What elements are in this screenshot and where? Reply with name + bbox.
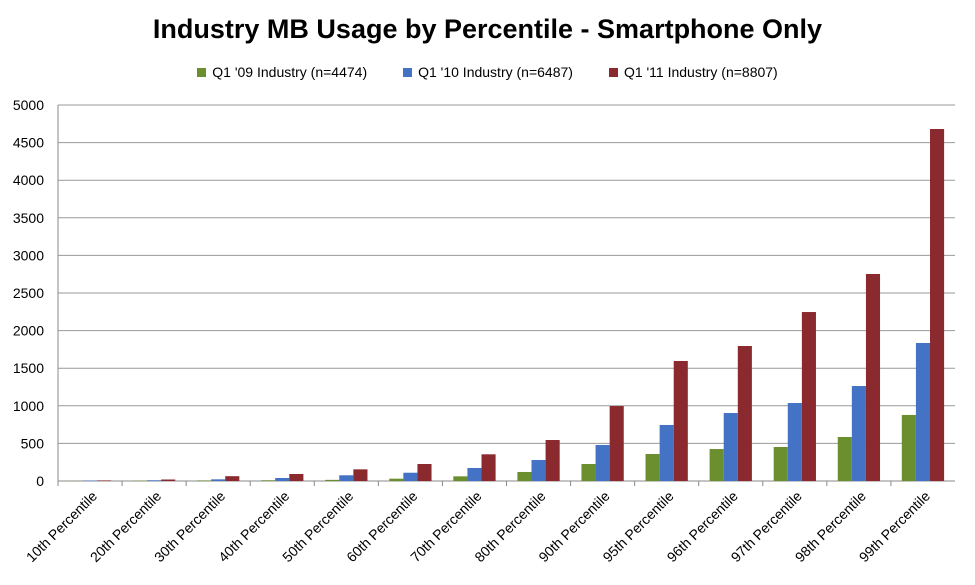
bar — [161, 479, 176, 481]
bar — [930, 128, 945, 481]
legend-label: Q1 '10 Industry (n=6487) — [418, 64, 573, 80]
bar — [723, 413, 738, 481]
y-tick-label: 0 — [36, 473, 44, 489]
bar — [82, 480, 98, 481]
bar — [865, 273, 881, 481]
y-tick-label: 500 — [21, 435, 45, 451]
bar — [645, 454, 660, 481]
y-tick-label: 3000 — [13, 247, 44, 263]
bar — [545, 440, 560, 481]
y-tick-label: 4000 — [13, 172, 44, 188]
legend-item: Q1 '11 Industry (n=8807) — [608, 64, 778, 80]
bar — [787, 403, 802, 481]
bar — [97, 480, 112, 481]
bar — [709, 449, 724, 481]
bar — [659, 424, 674, 481]
bar — [339, 475, 354, 481]
bar — [261, 480, 276, 481]
bar — [581, 464, 596, 481]
y-tick-label: 4500 — [13, 135, 44, 151]
bar — [915, 343, 931, 481]
bar — [773, 447, 788, 481]
chart-title: Industry MB Usage by Percentile - Smartp… — [152, 14, 823, 44]
legend-label: Q1 '11 Industry (n=8807) — [623, 64, 778, 80]
bar — [289, 474, 304, 481]
y-tick-label: 1000 — [13, 398, 44, 414]
legend: Q1 '09 Industry (n=4474) Q1 '10 Industry … — [0, 64, 975, 80]
bar — [609, 406, 624, 481]
y-tick-label: 2000 — [13, 323, 44, 339]
bar — [197, 480, 212, 481]
bar — [481, 454, 496, 481]
y-tick-label: 2500 — [13, 285, 44, 301]
bar — [837, 437, 852, 481]
bar — [147, 480, 162, 481]
legend-swatch — [197, 67, 207, 77]
legend-swatch — [608, 67, 618, 77]
bar — [673, 360, 688, 481]
bar — [737, 346, 752, 481]
bar — [403, 472, 418, 481]
bar — [517, 471, 532, 481]
bar — [211, 479, 226, 481]
bar — [851, 386, 866, 481]
y-tick-label: 1500 — [13, 360, 44, 376]
bar — [275, 477, 290, 481]
y-tick-label: 5000 — [13, 97, 44, 113]
legend-item: Q1 '09 Industry (n=4474) — [197, 64, 367, 80]
bar — [901, 414, 916, 481]
bar — [801, 312, 816, 481]
legend-item: Q1 '10 Industry (n=6487) — [403, 64, 573, 80]
y-tick-label: 3500 — [13, 210, 44, 226]
bar — [595, 444, 610, 481]
bar — [353, 469, 368, 481]
legend-swatch — [403, 67, 413, 77]
bar — [531, 460, 546, 481]
bar — [225, 476, 240, 481]
bar — [467, 467, 482, 481]
bar — [389, 478, 404, 481]
bar — [453, 476, 468, 481]
legend-label: Q1 '09 Industry (n=4474) — [212, 64, 368, 80]
bar — [325, 479, 340, 481]
bar — [417, 464, 432, 481]
